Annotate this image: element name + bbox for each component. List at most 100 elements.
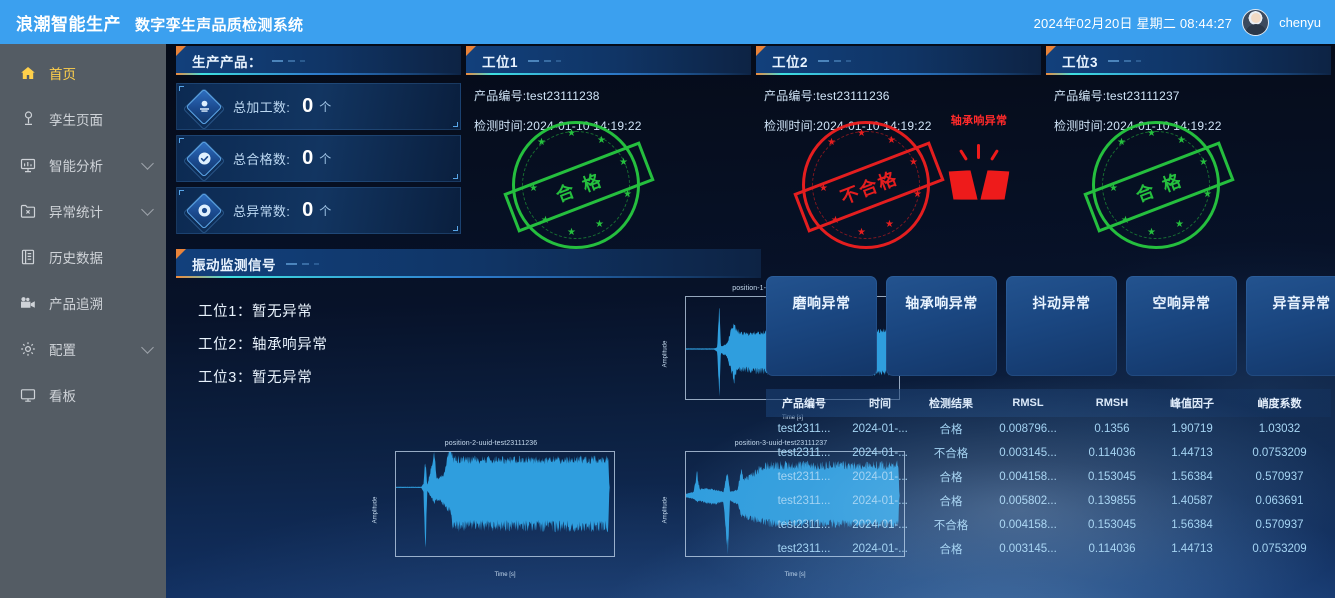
avatar[interactable] [1242,8,1270,36]
station-panel-3: 工位3 产品编号:test23111237 检测时间:2024-01-10 14:1… [1046,46,1331,260]
anomaly-card-label: 异音异常 [1272,295,1331,311]
sidebar-item-1[interactable]: 首页 [0,50,166,96]
anomaly-card-label: 抖动异常 [1032,295,1091,311]
table-row[interactable]: test2311... 2024-01-... 合格 0.005802... 0.139… [766,489,1331,513]
station-title: 工位3 [1062,54,1099,70]
header-deco [272,59,305,62]
table-cell: 0.004158... [999,519,1057,531]
chart-icon [18,156,38,174]
stamp-qualified-icon: ★ ★ ★ ★ ★ ★ ★ ★ ★ 合 格 [503,121,655,249]
x-tick-label: 0.0 [685,556,690,557]
header-deco [1108,59,1142,62]
station-panel-header: 工位2 [756,46,1041,75]
gear-icon [18,340,38,358]
table-cell: 0.1356 [1094,423,1130,435]
table-cell: 1.03032 [1258,423,1301,435]
stamp-qualified-icon: ★ ★ ★ ★ ★ ★ ★ ★ ★ 合 格 [1083,121,1235,249]
y-tick-label: -0.8 [686,543,687,544]
table-cell: 合格 [939,496,963,508]
table-column-header: 峰值因子 [1170,398,1214,410]
chart-x-axis-label: Time [s] [784,572,806,578]
chevron-down-icon[interactable] [141,156,154,170]
table-row[interactable]: test2311... 2024-01-... 合格 0.004158... 0.153… [766,465,1331,489]
table-column-header: RMSH [1095,397,1129,409]
stat-unit: 个 [319,100,332,114]
result-stamp: ★ ★ ★ ★ ★ ★ ★ ★ ★ 合 格 [503,121,655,249]
folder-x-icon [18,202,38,220]
table-cell: 2024-01-... [852,447,908,459]
sidebar-item-7[interactable]: 配置 [0,326,166,372]
sidebar-item-6[interactable]: 产品追溯 [0,280,166,326]
sidebar-item-3[interactable]: 智能分析 [0,142,166,188]
chart-x-axis-label: Time [s] [781,415,804,421]
x-tick-label: 17.5 [581,556,593,557]
table-cell: 2024-01-... [852,423,908,435]
warning-label: 轴承响异常 [950,115,1008,127]
station-title: 工位2 [772,54,809,70]
sidebar-item-8[interactable]: 看板 [0,372,166,418]
sidebar-item-4[interactable]: 异常统计 [0,188,166,234]
sidebar-item-5[interactable]: 历史数据 [0,234,166,280]
stat-value: 0 [302,199,314,221]
table-row[interactable]: test2311... 2024-01-... 不合格 0.003145... 0.11… [766,441,1331,465]
table-cell: 1.44713 [1171,447,1213,459]
table-cell: 0.570937 [1255,519,1304,531]
y-tick-label: -0.6 [396,526,397,528]
anomaly-card-1[interactable]: 磨响异常 [766,276,877,376]
table-cell: 0.570937 [1255,471,1304,483]
sidebar-item-label: 产品追溯 [49,297,103,312]
result-stamp: ★ ★ ★ ★ ★ ★ ★ ★ ★ 合 格 [1083,121,1235,249]
vibration-panel: 振动监测信号 工位1：暂无异常 工位2：轴承响异常 工位3：暂无异常 [176,249,761,399]
monitor-icon [18,386,38,404]
product-id-label: 产品编号:test23111236 [764,89,890,103]
stat-card-1: 总加工数: 0 个 [176,83,461,131]
anomaly-card-5[interactable]: 异音异常 [1246,276,1335,376]
table-column-header: 检测结果 [929,398,973,410]
table-cell: 0.005802... [999,495,1057,507]
table-row[interactable]: test2311... 2024-01-... 合格 0.008796... 0.135… [766,417,1331,441]
sidebar-item-2[interactable]: 孪生页面 [0,96,166,142]
x-tick-label: 5.0 [446,556,454,557]
table-cell: 0.139855 [1088,495,1136,507]
x-tick-label: 0.0 [395,556,400,557]
table-column-header: RMSL [1012,397,1044,409]
table-row[interactable]: test2311... 2024-01-... 合格 0.003145... 0.114… [766,537,1331,561]
anomaly-card-4[interactable]: 空响异常 [1126,276,1237,376]
table-cell: 不合格 [933,520,969,532]
table-cell: 1.40587 [1171,495,1213,507]
x-tick-label: 12.5 [526,556,538,557]
y-tick-label: 0.6 [686,452,687,453]
chevron-down-icon[interactable] [141,202,154,216]
product-id-label: 产品编号:test23111238 [474,89,600,103]
chart-x-axis-label: Time [s] [494,572,516,578]
y-tick-label: 0.2 [396,466,397,468]
chevron-down-icon[interactable] [141,340,154,354]
table-cell: 1.56384 [1171,519,1213,531]
station-body: 产品编号:test23111238 检测时间:2024-01-10 14:19:2… [466,75,751,260]
table-cell: test2311... [777,471,831,483]
anomaly-card-2[interactable]: 轴承响异常 [886,276,997,376]
sidebar-item-label: 配置 [49,343,76,358]
camera-icon [18,294,38,312]
x-tick-label: 5.0 [735,399,743,400]
station-panel-header: 工位3 [1046,46,1331,75]
detection-table: 产品编号 时间 检测结果 RMSL RMSH 峰值因子 峭度系数 test2311... 20… [766,389,1331,561]
table-cell: test2311... [777,495,831,507]
brand: 浪潮智能生产 数字孪生声品质检测系统 [16,10,303,35]
table-body: test2311... 2024-01-... 合格 0.008796... 0.135… [766,417,1331,561]
sidebar: 首页 孪生页面 智能分析 异常统计 历史数据产品追溯配置看板 [0,44,166,598]
station-title: 工位1 [482,54,519,70]
table-cell: 0.0753209 [1252,543,1307,555]
table-cell: 1.90719 [1171,423,1213,435]
username-label[interactable]: chenyu [1279,14,1321,30]
home-icon [18,64,38,82]
x-tick-label: 0.0 [685,399,690,400]
table-row[interactable]: test2311... 2024-01-... 不合格 0.004158... 0.15… [766,513,1331,537]
chart-y-axis-label: Amplitude [662,340,669,368]
stat-label: 总异常数: [233,204,291,219]
user-icon [18,110,38,128]
anomaly-card-3[interactable]: 抖动异常 [1006,276,1117,376]
y-tick-label: 1.00 [685,296,686,300]
table-cell: 合格 [939,424,963,436]
y-tick-label: 0.75 [685,307,686,313]
